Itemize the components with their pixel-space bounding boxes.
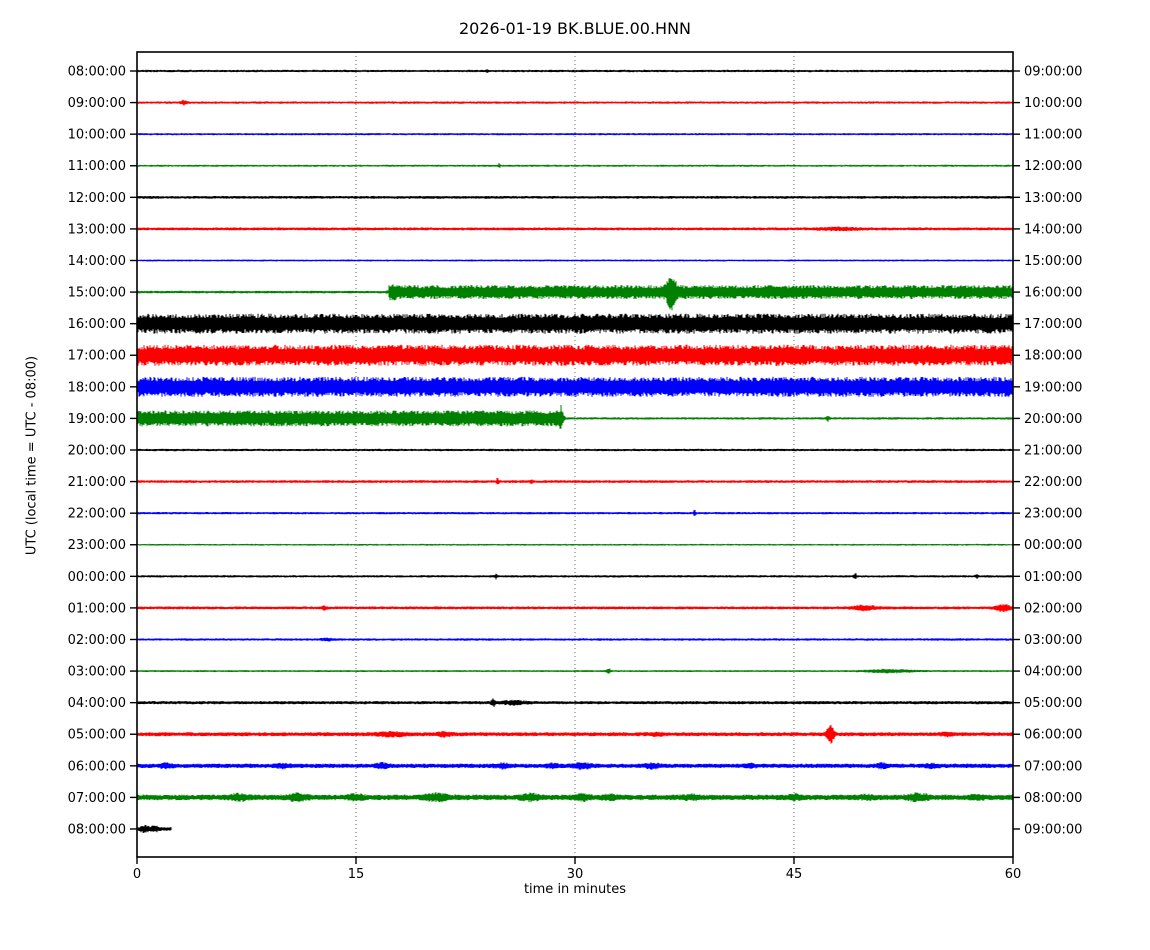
y-tick-label-utc: 21:00:00 xyxy=(68,475,126,490)
trace-row-12:00:00 xyxy=(136,195,1014,199)
y-tick-label-local: 14:00:00 xyxy=(1024,222,1082,237)
trace-row-21:00:00 xyxy=(136,478,1014,485)
trace-row-10:00:00 xyxy=(136,133,1014,136)
y-tick-label-local: 19:00:00 xyxy=(1024,380,1082,395)
y-tick-label-utc: 08:00:00 xyxy=(68,65,126,80)
y-tick-label-local: 09:00:00 xyxy=(1024,822,1082,837)
trace-row-08:00:00 xyxy=(136,825,172,833)
trace-row-07:00:00 xyxy=(136,792,1014,803)
x-axis-label: time in minutes xyxy=(523,882,627,897)
y-tick-label-utc: 11:00:00 xyxy=(68,159,126,174)
y-tick-label-local: 06:00:00 xyxy=(1024,728,1082,743)
y-tick-label-local: 15:00:00 xyxy=(1024,254,1082,269)
y-tick-label-utc: 20:00:00 xyxy=(68,443,126,458)
y-tick-label-local: 11:00:00 xyxy=(1024,128,1082,143)
trace-row-13:00:00 xyxy=(136,226,1014,232)
y-tick-label-local: 13:00:00 xyxy=(1024,191,1082,206)
y-tick-label-local: 21:00:00 xyxy=(1024,443,1082,458)
x-tick-label: 15 xyxy=(348,867,365,882)
y-tick-label-local: 04:00:00 xyxy=(1024,665,1082,680)
trace-row-11:00:00 xyxy=(136,162,1014,168)
y-tick-label-utc: 05:00:00 xyxy=(68,728,126,743)
y-tick-label-utc: 01:00:00 xyxy=(68,601,126,616)
trace-row-00:00:00 xyxy=(136,573,1014,580)
y-tick-label-utc: 00:00:00 xyxy=(68,570,126,585)
trace-row-22:00:00 xyxy=(136,509,1014,516)
x-tick-label: 30 xyxy=(567,867,584,882)
y-tick-label-local: 08:00:00 xyxy=(1024,791,1082,806)
y-tick-label-local: 23:00:00 xyxy=(1024,507,1082,522)
y-tick-label-local: 00:00:00 xyxy=(1024,538,1082,553)
y-tick-label-utc: 17:00:00 xyxy=(68,349,126,364)
y-tick-label-utc: 23:00:00 xyxy=(68,538,126,553)
trace-row-20:00:00 xyxy=(136,448,1014,452)
trace-row-18:00:00 xyxy=(136,376,1014,397)
y-tick-label-utc: 22:00:00 xyxy=(68,507,126,522)
y-tick-label-local: 17:00:00 xyxy=(1024,317,1082,332)
y-tick-label-utc: 10:00:00 xyxy=(68,128,126,143)
x-tick-label: 60 xyxy=(1005,867,1022,882)
trace-row-01:00:00 xyxy=(136,604,1014,613)
y-tick-label-local: 03:00:00 xyxy=(1024,633,1082,648)
trace-row-17:00:00 xyxy=(136,344,1014,366)
y-tick-label-local: 12:00:00 xyxy=(1024,159,1082,174)
y-tick-label-local: 09:00:00 xyxy=(1024,65,1082,80)
y-tick-label-local: 22:00:00 xyxy=(1024,475,1082,490)
y-tick-label-local: 05:00:00 xyxy=(1024,696,1082,711)
trace-row-16:00:00 xyxy=(136,313,1014,334)
y-tick-label-utc: 09:00:00 xyxy=(68,96,126,111)
y-tick-label-local: 10:00:00 xyxy=(1024,96,1082,111)
y-tick-label-utc: 19:00:00 xyxy=(68,412,126,427)
y-tick-label-utc: 16:00:00 xyxy=(68,317,126,332)
y-tick-label-utc: 07:00:00 xyxy=(68,791,126,806)
y-tick-label-local: 20:00:00 xyxy=(1024,412,1082,427)
y-tick-label-utc: 02:00:00 xyxy=(68,633,126,648)
y-tick-label-local: 16:00:00 xyxy=(1024,286,1082,301)
y-tick-label-utc: 06:00:00 xyxy=(68,759,126,774)
x-tick-label: 0 xyxy=(133,867,141,882)
y-tick-label-utc: 15:00:00 xyxy=(68,286,126,301)
x-tick-label: 45 xyxy=(786,867,803,882)
trace-row-15:00:00 xyxy=(136,278,1014,311)
plot-title: 2026-01-19 BK.BLUE.00.HNN xyxy=(458,19,692,38)
y-tick-label-local: 07:00:00 xyxy=(1024,759,1082,774)
y-tick-label-utc: 08:00:00 xyxy=(68,822,126,837)
y-tick-label-utc: 12:00:00 xyxy=(68,191,126,206)
y-tick-label-utc: 04:00:00 xyxy=(68,696,126,711)
y-tick-label-utc: 03:00:00 xyxy=(68,665,126,680)
y-tick-label-utc: 18:00:00 xyxy=(68,380,126,395)
trace-row-14:00:00 xyxy=(136,259,1014,262)
y-tick-label-local: 01:00:00 xyxy=(1024,570,1082,585)
y-tick-label-local: 02:00:00 xyxy=(1024,601,1082,616)
trace-row-04:00:00 xyxy=(136,698,1014,707)
y-tick-label-utc: 14:00:00 xyxy=(68,254,126,269)
y-tick-label-utc: 13:00:00 xyxy=(68,222,126,237)
y-tick-label-local: 18:00:00 xyxy=(1024,349,1082,364)
